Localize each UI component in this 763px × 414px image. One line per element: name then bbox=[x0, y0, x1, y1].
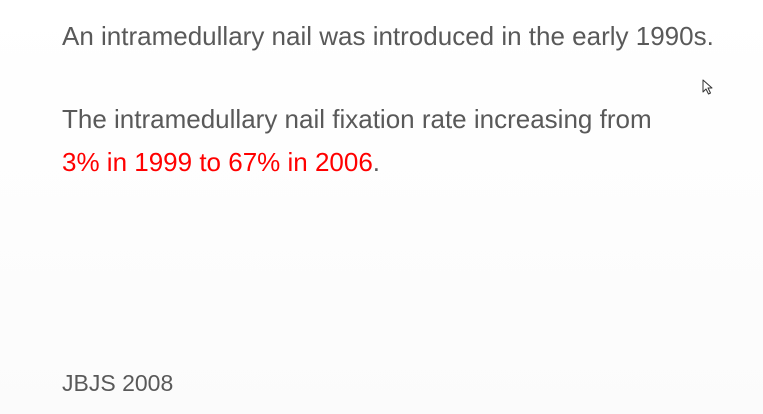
sentence-period: . bbox=[372, 147, 381, 177]
fixation-rate-figures: 3% in 1999 to 67% in 2006 bbox=[62, 147, 373, 177]
fixation-rate-sentence: The intramedullary nail fixation rate in… bbox=[62, 104, 652, 134]
source-citation: JBJS 2008 bbox=[62, 370, 174, 396]
fixation-rate-figures-line: 3% in 1999 to 67% in 2006. bbox=[62, 146, 380, 178]
arrow-pointer-icon bbox=[702, 79, 713, 95]
intro-sentence: An intramedullary nail was introduced in… bbox=[62, 21, 714, 51]
